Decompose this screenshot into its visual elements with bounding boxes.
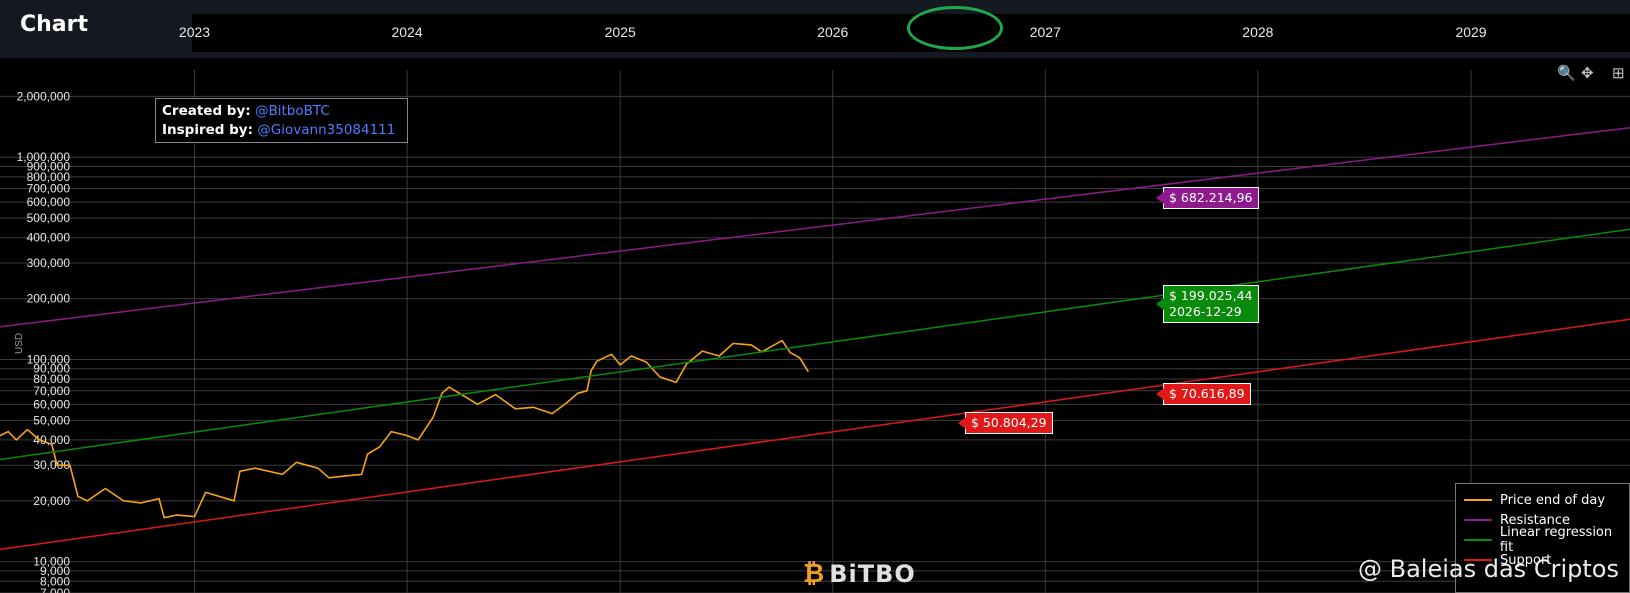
y-tick-label: 80,000	[33, 372, 70, 386]
y-tick-label: 10,000	[33, 555, 70, 569]
y-tick-label: 30,000	[33, 458, 70, 472]
legend-label-support: Support	[1500, 552, 1552, 568]
y-tick-label: 40,000	[33, 433, 70, 447]
y-tick-label: 90,000	[33, 362, 70, 376]
year-tab-2025[interactable]: 2025	[604, 24, 636, 40]
chart-title: Chart	[20, 12, 89, 37]
y-tick-label: 1,000,000	[17, 150, 71, 164]
regression-date: 2026-12-29	[1169, 304, 1242, 319]
legend-item-price[interactable]: Price end of day	[1456, 490, 1629, 510]
y-tick-label: 20,000	[33, 494, 70, 508]
inspired-by-label: Inspired by:	[162, 122, 253, 138]
credits-box: Created by: @BitboBTC Inspired by: @Giov…	[155, 98, 408, 143]
legend-item-resistance[interactable]: Resistance	[1456, 510, 1629, 530]
highlight-circle	[907, 6, 1003, 50]
support-line	[0, 318, 1630, 551]
y-tick-label: 7,000	[40, 586, 70, 593]
y-tick-labels: 2,000,0001,000,000900,000800,000700,0006…	[17, 89, 71, 593]
inspired-by-link[interactable]: @Giovann35084111	[257, 122, 396, 138]
regression-price-label: $ 199.025,44 2026-12-29	[1156, 285, 1259, 323]
legend-label-resistance: Resistance	[1500, 512, 1571, 528]
y-tick-label: 8,000	[40, 574, 70, 588]
support-2027-label: $ 70.616,89	[1156, 383, 1251, 405]
y-tick-label: 900,000	[27, 159, 71, 173]
y-tick-label: 70,000	[33, 384, 70, 398]
grid-lines	[0, 70, 1630, 593]
bitbo-logo-text: BiTBO	[829, 560, 916, 588]
y-tick-label: 9,000	[40, 564, 70, 578]
year-tab-2028[interactable]: 2028	[1242, 24, 1274, 40]
year-tab-2027[interactable]: 2027	[1029, 24, 1061, 40]
legend-swatch-price	[1464, 499, 1492, 501]
zoom-in-icon[interactable]: ⊞	[1612, 65, 1625, 82]
year-tab-2024[interactable]: 2024	[391, 24, 423, 40]
y-tick-label: 500,000	[27, 211, 71, 225]
y-tick-label: 60,000	[33, 397, 70, 411]
y-tick-label: 2,000,000	[17, 89, 71, 103]
price-chart: 2,000,0001,000,000900,000800,000700,0006…	[0, 70, 1630, 593]
legend-label-price: Price end of day	[1500, 492, 1606, 508]
chart-legend: Price end of day Resistance Linear regre…	[1455, 483, 1630, 593]
series-lines	[0, 126, 1630, 551]
bitbo-logo: ₿ BiTBO	[803, 558, 916, 589]
y-tick-label: 300,000	[27, 256, 71, 270]
y-tick-label: 100,000	[27, 352, 71, 366]
y-tick-label: 50,000	[33, 413, 70, 427]
price-line	[0, 339, 809, 519]
y-tick-label: 400,000	[27, 231, 71, 245]
pan-icon[interactable]: ✥	[1581, 65, 1594, 82]
resistance-price-label: $ 682.214,96	[1156, 187, 1259, 209]
support-2026-label: $ 50.804,29	[958, 412, 1053, 434]
resistance-line	[0, 126, 1630, 328]
legend-item-regression[interactable]: Linear regression fit	[1456, 525, 1629, 555]
legend-item-support[interactable]: Support	[1456, 550, 1629, 570]
legend-swatch-support	[1464, 559, 1492, 561]
regression-price: $ 199.025,44	[1169, 288, 1253, 303]
regression-line	[0, 228, 1630, 461]
top-bar: Chart	[0, 0, 1630, 58]
year-tab-2023[interactable]: 2023	[178, 24, 211, 40]
y-axis-label: USD	[14, 332, 25, 354]
y-tick-label: 800,000	[27, 170, 71, 184]
legend-swatch-regression	[1464, 539, 1492, 541]
year-tab-2029[interactable]: 2029	[1455, 24, 1487, 40]
legend-label-regression: Linear regression fit	[1499, 525, 1613, 555]
zoom-icon[interactable]: 🔍	[1557, 65, 1576, 82]
y-tick-label: 700,000	[27, 182, 71, 196]
bitbo-mark-icon: ₿	[803, 559, 826, 589]
y-tick-label: 600,000	[27, 195, 71, 209]
watermark-text: @ Baleias das Criptos	[1358, 555, 1619, 583]
created-by-link[interactable]: @BitboBTC	[254, 103, 330, 119]
legend-swatch-resistance	[1464, 519, 1492, 521]
y-tick-label: 200,000	[27, 292, 71, 306]
year-tab-2026[interactable]: 2026	[817, 24, 849, 40]
created-by-label: Created by:	[162, 103, 251, 119]
